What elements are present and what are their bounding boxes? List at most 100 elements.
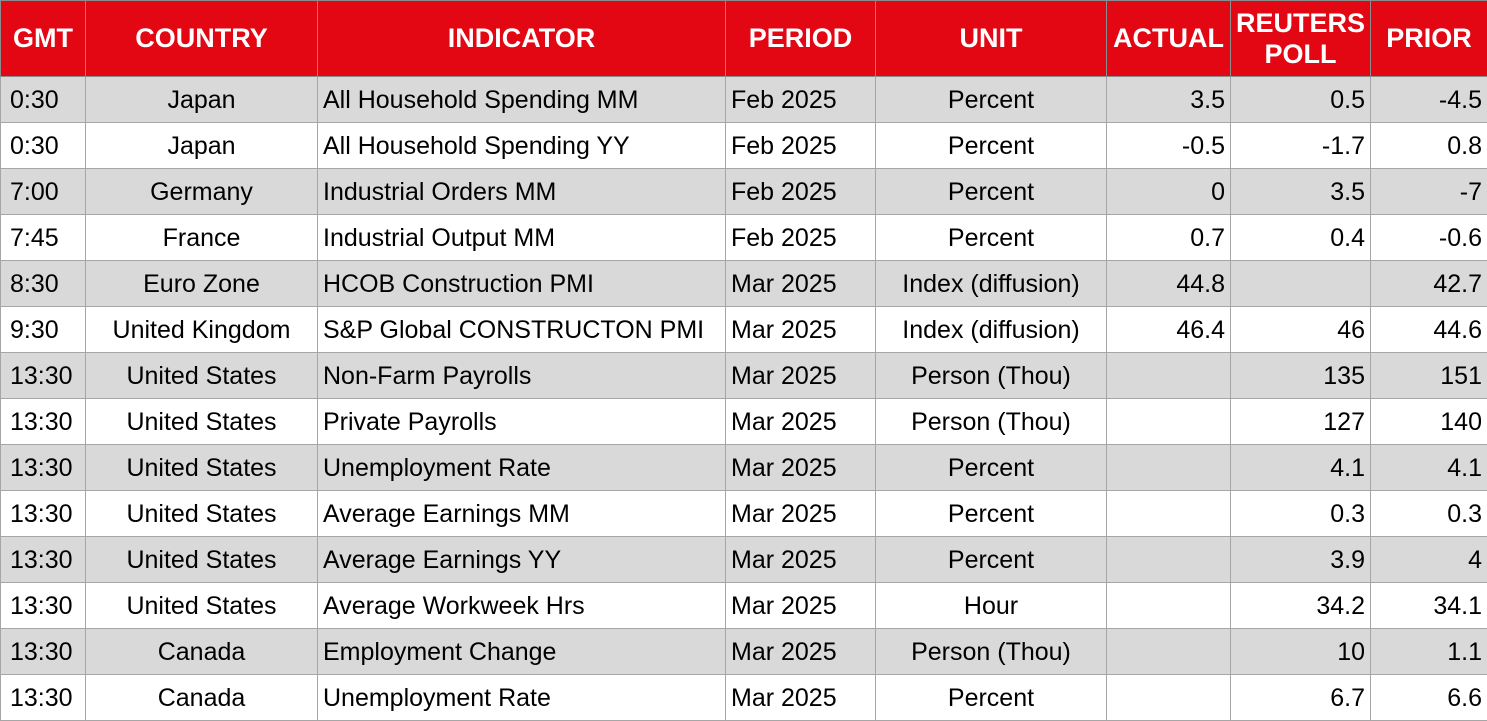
- country-cell: Canada: [85, 628, 318, 675]
- actual-cell: 3.5: [1106, 76, 1231, 123]
- gmt-cell: 0:30: [0, 76, 86, 123]
- gmt-cell: 13:30: [0, 628, 86, 675]
- prior-cell: 4.1: [1370, 444, 1487, 491]
- actual-cell: [1106, 398, 1231, 445]
- indicator-cell: Employment Change: [317, 628, 726, 675]
- column-header-reuters-poll: REUTERS POLL: [1230, 0, 1371, 77]
- actual-cell: [1106, 352, 1231, 399]
- country-cell: Canada: [85, 674, 318, 721]
- reuters-poll-cell: 0.3: [1230, 490, 1371, 537]
- period-cell: Mar 2025: [725, 352, 876, 399]
- period-cell: Mar 2025: [725, 628, 876, 675]
- prior-cell: 34.1: [1370, 582, 1487, 629]
- country-cell: United Kingdom: [85, 306, 318, 353]
- actual-cell: 46.4: [1106, 306, 1231, 353]
- indicator-cell: Unemployment Rate: [317, 444, 726, 491]
- gmt-cell: 7:00: [0, 168, 86, 215]
- country-cell: United States: [85, 398, 318, 445]
- reuters-poll-cell: 3.9: [1230, 536, 1371, 583]
- column-header-country: COUNTRY: [85, 0, 318, 77]
- unit-cell: Person (Thou): [875, 352, 1107, 399]
- actual-cell: 44.8: [1106, 260, 1231, 307]
- table-row: 13:30 United States Average Earnings MM Mar…: [0, 490, 1487, 537]
- unit-cell: Index (diffusion): [875, 260, 1107, 307]
- actual-cell: -0.5: [1106, 122, 1231, 169]
- actual-cell: [1106, 444, 1231, 491]
- period-cell: Mar 2025: [725, 582, 876, 629]
- reuters-poll-cell: -1.7: [1230, 122, 1371, 169]
- country-cell: Japan: [85, 122, 318, 169]
- unit-cell: Index (diffusion): [875, 306, 1107, 353]
- table-row: 0:30 Japan All Household Spending MM Feb 20…: [0, 76, 1487, 123]
- indicator-cell: Average Earnings MM: [317, 490, 726, 537]
- reuters-poll-cell: 10: [1230, 628, 1371, 675]
- actual-cell: [1106, 674, 1231, 721]
- indicator-cell: Industrial Orders MM: [317, 168, 726, 215]
- column-header-indicator: INDICATOR: [317, 0, 726, 77]
- unit-cell: Percent: [875, 536, 1107, 583]
- reuters-poll-cell: 34.2: [1230, 582, 1371, 629]
- prior-cell: 151: [1370, 352, 1487, 399]
- prior-cell: 44.6: [1370, 306, 1487, 353]
- unit-cell: Person (Thou): [875, 628, 1107, 675]
- actual-cell: [1106, 536, 1231, 583]
- table-row: 13:30 United States Unemployment Rate Mar 2…: [0, 444, 1487, 491]
- prior-cell: -4.5: [1370, 76, 1487, 123]
- table-row: 8:30 Euro Zone HCOB Construction PMI Mar 20…: [0, 260, 1487, 307]
- actual-cell: [1106, 490, 1231, 537]
- actual-cell: 0.7: [1106, 214, 1231, 261]
- actual-cell: [1106, 582, 1231, 629]
- table-row: 13:30 Canada Unemployment Rate Mar 2025 Perc…: [0, 674, 1487, 721]
- table-row: 13:30 United States Average Earnings YY Mar…: [0, 536, 1487, 583]
- gmt-cell: 13:30: [0, 536, 86, 583]
- reuters-poll-cell: 127: [1230, 398, 1371, 445]
- table-row: 9:30 United Kingdom S&P Global CONSTRUCTON…: [0, 306, 1487, 353]
- table-row: 7:45 France Industrial Output MM Feb 2025 Pe…: [0, 214, 1487, 261]
- header-row: GMT COUNTRY INDICATOR PERIOD UNIT ACTUAL…: [0, 0, 1487, 77]
- prior-cell: -7: [1370, 168, 1487, 215]
- table-row: 13:30 United States Average Workweek Hrs Ma…: [0, 582, 1487, 629]
- period-cell: Feb 2025: [725, 122, 876, 169]
- reuters-poll-cell: 46: [1230, 306, 1371, 353]
- unit-cell: Percent: [875, 122, 1107, 169]
- gmt-cell: 8:30: [0, 260, 86, 307]
- prior-cell: 6.6: [1370, 674, 1487, 721]
- indicator-cell: Unemployment Rate: [317, 674, 726, 721]
- reuters-poll-cell: 0.5: [1230, 76, 1371, 123]
- prior-cell: 0.3: [1370, 490, 1487, 537]
- period-cell: Mar 2025: [725, 674, 876, 721]
- gmt-cell: 13:30: [0, 398, 86, 445]
- country-cell: United States: [85, 352, 318, 399]
- period-cell: Feb 2025: [725, 76, 876, 123]
- prior-cell: -0.6: [1370, 214, 1487, 261]
- gmt-cell: 13:30: [0, 444, 86, 491]
- unit-cell: Percent: [875, 674, 1107, 721]
- period-cell: Mar 2025: [725, 444, 876, 491]
- table-row: 7:00 Germany Industrial Orders MM Feb 2025 P…: [0, 168, 1487, 215]
- indicator-cell: Average Workweek Hrs: [317, 582, 726, 629]
- reuters-poll-cell: 6.7: [1230, 674, 1371, 721]
- reuters-poll-cell: 0.4: [1230, 214, 1371, 261]
- gmt-cell: 13:30: [0, 490, 86, 537]
- prior-cell: 1.1: [1370, 628, 1487, 675]
- period-cell: Mar 2025: [725, 306, 876, 353]
- column-header-gmt: GMT: [0, 0, 86, 77]
- unit-cell: Hour: [875, 582, 1107, 629]
- table-row: 13:30 United States Private Payrolls Mar 20…: [0, 398, 1487, 445]
- country-cell: Euro Zone: [85, 260, 318, 307]
- prior-cell: 42.7: [1370, 260, 1487, 307]
- indicator-cell: S&P Global CONSTRUCTON PMI: [317, 306, 726, 353]
- gmt-cell: 0:30: [0, 122, 86, 169]
- country-cell: Germany: [85, 168, 318, 215]
- unit-cell: Percent: [875, 214, 1107, 261]
- prior-cell: 140: [1370, 398, 1487, 445]
- indicator-cell: Average Earnings YY: [317, 536, 726, 583]
- gmt-cell: 13:30: [0, 674, 86, 721]
- unit-cell: Percent: [875, 76, 1107, 123]
- reuters-poll-cell: [1230, 260, 1371, 307]
- country-cell: Japan: [85, 76, 318, 123]
- period-cell: Feb 2025: [725, 214, 876, 261]
- period-cell: Mar 2025: [725, 260, 876, 307]
- column-header-actual: ACTUAL: [1106, 0, 1231, 77]
